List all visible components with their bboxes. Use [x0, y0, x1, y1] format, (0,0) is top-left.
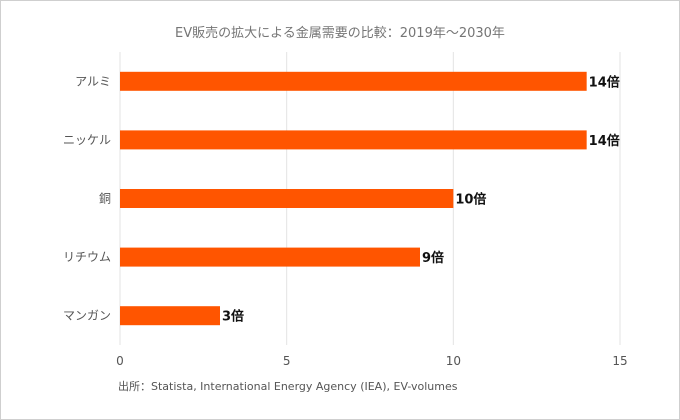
category-label: リチウム — [63, 250, 111, 264]
x-tick-labels: 0 5 10 15 — [116, 354, 627, 368]
x-tick-label: 15 — [612, 354, 627, 368]
x-tick-label: 0 — [116, 354, 124, 368]
bars — [120, 71, 587, 326]
bar-2 — [120, 130, 587, 150]
bar-3 — [120, 189, 454, 208]
x-tick-label: 5 — [283, 354, 291, 368]
bar-1 — [120, 71, 587, 91]
category-label: ニッケル — [63, 133, 111, 147]
value-label: 10倍 — [455, 192, 486, 208]
source-note: 出所：Statista, International Energy Agency… — [118, 380, 458, 393]
value-label: 14倍 — [589, 133, 620, 149]
value-label: 9倍 — [422, 250, 444, 266]
x-tick-label: 10 — [446, 354, 461, 368]
bar-5 — [120, 306, 220, 326]
category-label: 銅 — [99, 192, 111, 206]
chart-title: EV販売の拡大による金属需要の比較：2019年〜2030年 — [175, 26, 505, 41]
value-labels: 14倍 14倍 10倍 9倍 3倍 — [222, 74, 620, 324]
category-label: アルミ — [75, 74, 111, 88]
value-label: 3倍 — [222, 309, 244, 325]
category-label: マンガン — [63, 309, 111, 323]
bar-4 — [120, 247, 420, 267]
value-label: 14倍 — [589, 74, 620, 90]
